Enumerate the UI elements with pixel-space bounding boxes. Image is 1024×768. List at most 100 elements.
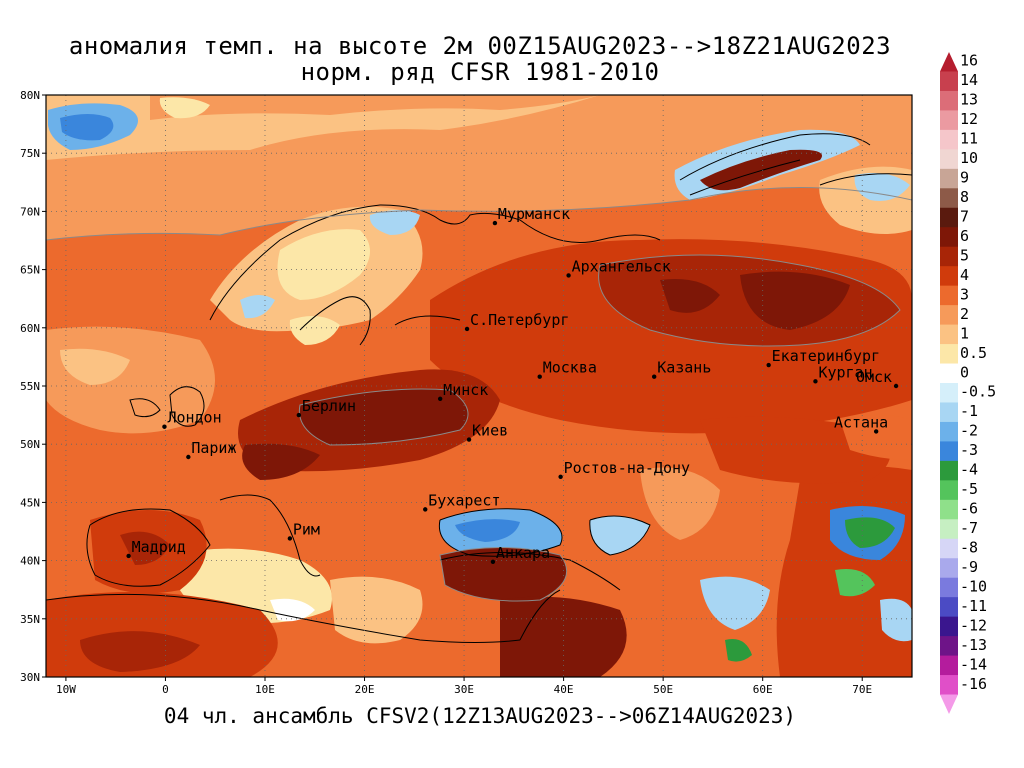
legend-label: -14 [960,655,987,673]
legend-swatch [940,285,958,306]
legend-swatch [940,129,958,150]
lon-label: 10W [56,683,76,696]
legend-swatch [940,499,958,520]
legend-swatch [940,188,958,209]
legend-swatch [940,207,958,228]
legend-swatch [940,227,958,248]
legend-label: -6 [960,500,978,518]
city-label: Бухарест [428,491,500,509]
legend-label: 0 [960,363,969,381]
city-label: Париж [191,439,236,457]
legend-swatch [940,597,958,618]
ensemble-footer: 04 чл. ансамбль CFSV2(12Z13AUG2023-->06Z… [163,704,797,728]
city-label: Архангельск [572,257,671,275]
city-label: С.Петербург [470,311,569,329]
legend-label: 4 [960,266,969,284]
legend-label: 7 [960,208,969,226]
map-subtitle: норм. ряд CFSR 1981-2010 [300,58,660,86]
legend-swatch [940,90,958,111]
legend-swatch [940,616,958,637]
lat-label: 40N [20,555,40,568]
city-label: Минск [443,381,488,399]
legend-swatch [940,305,958,326]
city-dot [162,424,167,429]
lat-label: 35N [20,613,40,626]
city-dot [296,412,302,418]
city-dot [126,553,131,559]
lat-label: 70N [20,205,40,218]
legend-label: 11 [960,130,978,148]
legend-label: -1 [960,402,978,420]
legend-swatch [940,71,958,92]
lat-label: 80N [20,89,40,102]
legend-label: 9 [960,169,969,187]
legend-swatch [940,383,958,403]
legend-swatch [940,149,958,170]
city-dot [186,454,191,460]
legend-swatch [940,558,958,579]
legend-label: 3 [960,285,969,303]
map-title: аномалия темп. на высоте 2м 00Z15AUG2023… [68,32,892,60]
legend-label: 0.5 [960,344,987,362]
city-dot [893,383,899,389]
latitude-labels: 80N 75N 70N 65N 60N 55N 50N 45N 40N 35N 30N [20,89,46,684]
legend-swatch [940,344,958,365]
city-dot [464,326,470,332]
city-label: Берлин [302,397,356,415]
legend-label: -3 [960,441,978,459]
city-label: Анкара [496,544,550,562]
lat-label: 55N [20,380,40,393]
legend-label: 1 [960,324,969,342]
legend-label: -11 [960,597,987,615]
city-dot [437,396,443,402]
city-label: Казань [657,359,711,377]
city-label: Рим [293,520,320,538]
lat-label: 60N [20,322,40,335]
lat-label: 30N [20,671,40,684]
legend-label: 2 [960,305,969,323]
city-dot [766,362,771,368]
legend-swatch [940,246,958,267]
city-dot [492,220,498,226]
legend-label: -0.5 [960,383,996,401]
city-label: Курган [818,363,872,381]
city-dot [813,379,818,384]
city-dot [287,536,293,541]
legend-label: 13 [960,91,978,109]
temperature-field [46,95,912,677]
city-dot [466,437,472,442]
legend-label: -2 [960,422,978,440]
legend-swatch [940,519,958,540]
legend-swatch [940,110,958,131]
city-label: Ростов-на-Дону [564,459,690,477]
lat-label: 45N [20,496,40,509]
contour-lines [46,187,912,602]
legend-swatch [940,538,958,559]
city-dot [423,507,428,512]
legend-swatch [940,694,958,714]
lon-label: 20E [355,683,375,696]
city-label: Москва [543,359,597,377]
legend-swatch [940,675,958,696]
city-dot [558,474,563,479]
legend-label: 16 [960,52,978,70]
city-label: Мадрид [132,538,186,556]
city-dot [873,429,879,434]
legend-label: -12 [960,616,987,634]
city-label: Киев [472,422,508,440]
city-dot [537,374,542,379]
city-label: Лондон [167,409,221,427]
legend-swatch [940,363,958,384]
lat-label: 65N [20,264,40,277]
legend-label: 14 [960,71,978,89]
legend-swatch [940,480,958,501]
legend-label: -8 [960,539,978,557]
legend-swatch [940,636,958,657]
legend-swatch [940,577,958,598]
lat-label: 50N [20,438,40,451]
city-dot [651,374,657,379]
legend-swatch [940,324,958,345]
legend-label: -9 [960,558,978,576]
legend-swatch [940,402,958,423]
